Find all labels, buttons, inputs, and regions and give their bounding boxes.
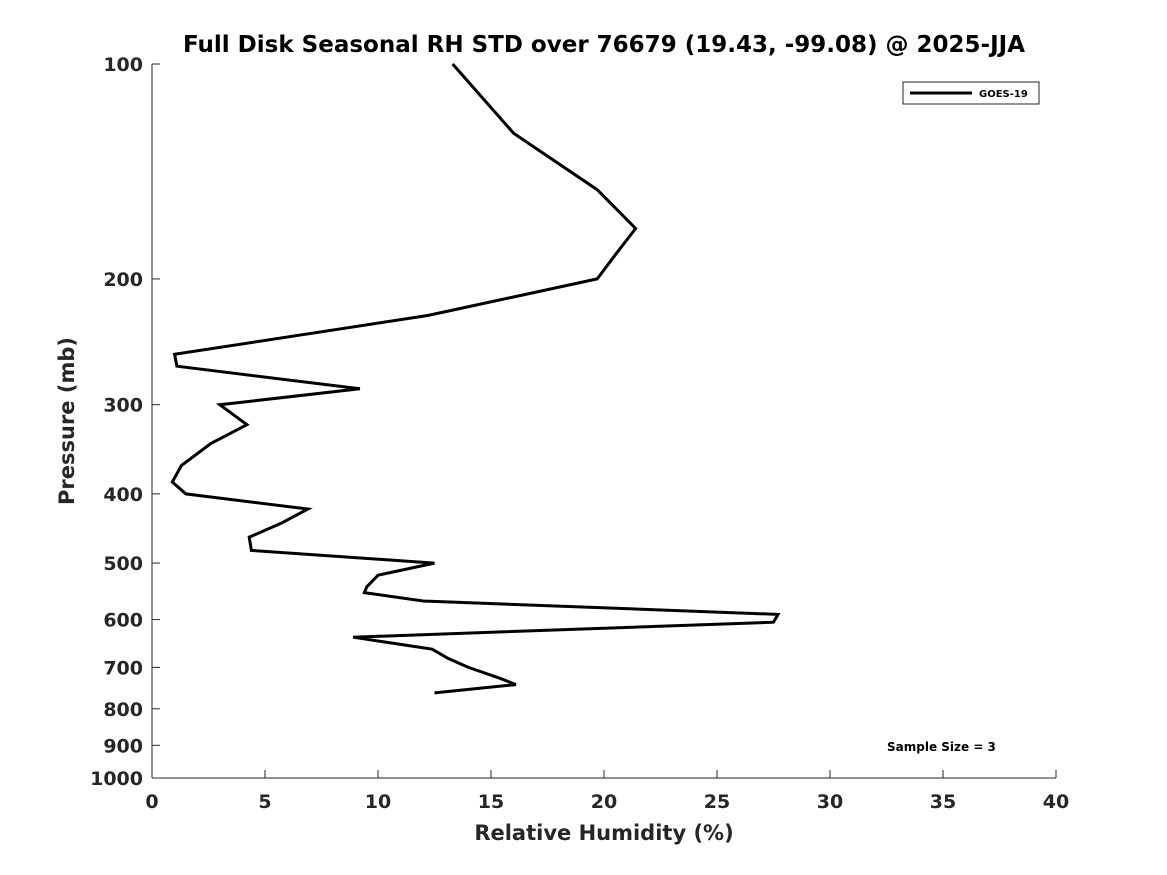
plot-area: 0 5 10 15 20 25 30 35 40 100 200 300 400 500 600 700 80… (90, 54, 1069, 813)
legend: GOES-19 (902, 81, 1040, 105)
y-tick-label: 1000 (90, 768, 143, 790)
y-tick-label: 200 (103, 269, 143, 291)
x-tick-label: 0 (145, 791, 158, 813)
y-tick-label: 900 (103, 735, 143, 757)
x-axis-ticks: 0 5 10 15 20 25 30 35 40 (145, 770, 1069, 813)
y-axis-ticks: 100 200 300 400 500 600 700 800 900 1000 (90, 54, 160, 790)
y-tick-label: 700 (103, 657, 143, 679)
x-tick-label: 40 (1043, 791, 1069, 813)
chart-title: Full Disk Seasonal RH STD over 76679 (19… (183, 32, 1025, 58)
x-tick-label: 35 (930, 791, 956, 813)
x-tick-label: 20 (591, 791, 617, 813)
series-line-goes-19 (170, 63, 781, 695)
y-tick-label: 500 (103, 553, 143, 575)
y-tick-label: 100 (103, 54, 143, 76)
y-tick-label: 800 (103, 699, 143, 721)
sample-size-annotation: Sample Size = 3 (887, 740, 996, 754)
y-tick-label: 400 (103, 484, 143, 506)
x-tick-label: 25 (704, 791, 730, 813)
y-tick-label: 600 (103, 610, 143, 632)
y-axis-label: Pressure (mb) (55, 337, 79, 505)
x-tick-label: 10 (365, 791, 391, 813)
x-tick-label: 5 (258, 791, 271, 813)
x-axis-label: Relative Humidity (%) (474, 821, 733, 845)
series-layer (170, 63, 781, 695)
x-tick-label: 30 (817, 791, 843, 813)
legend-label-goes-19: GOES-19 (979, 89, 1028, 100)
x-tick-label: 15 (478, 791, 504, 813)
y-tick-label: 300 (103, 395, 143, 417)
